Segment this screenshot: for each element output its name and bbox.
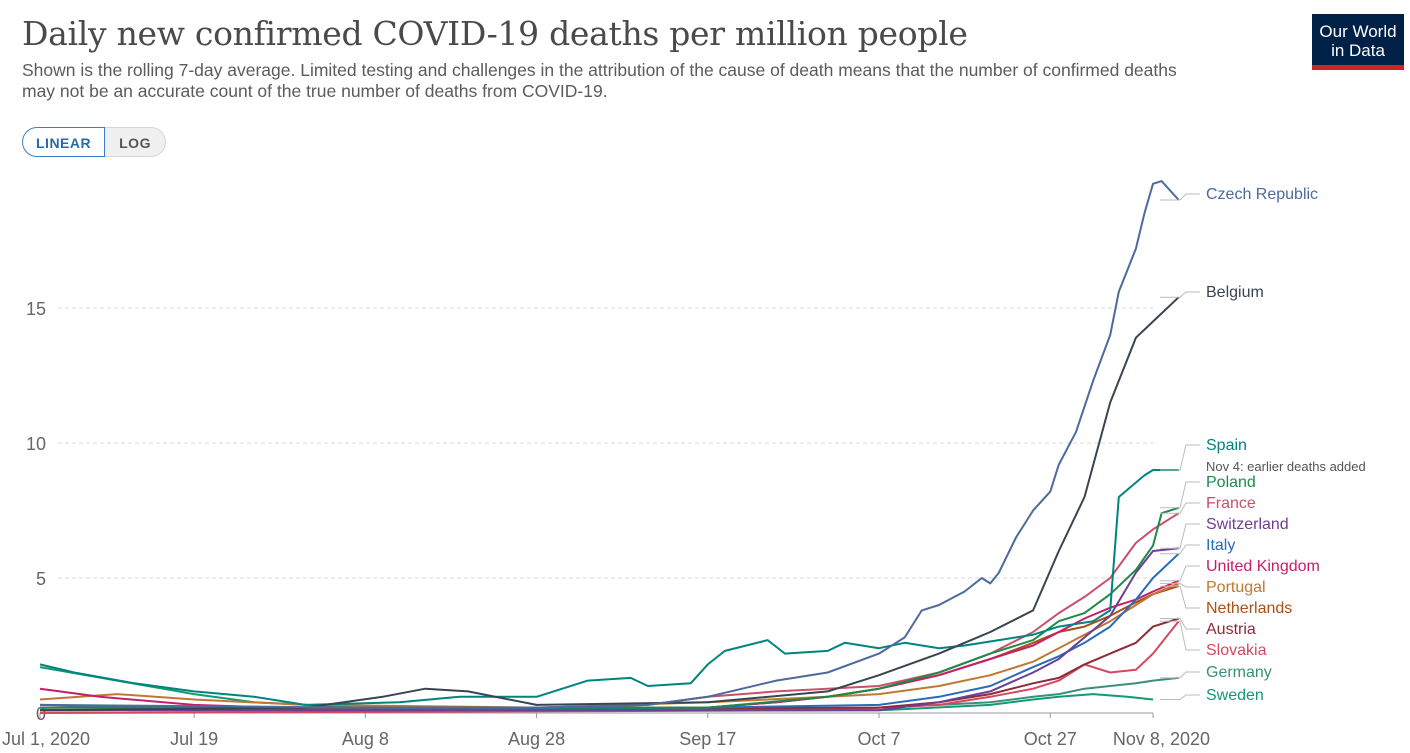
log-scale-button[interactable]: LOG <box>105 127 166 157</box>
label-leader <box>1160 565 1200 582</box>
chart-title: Daily new confirmed COVID-19 deaths per … <box>22 14 968 53</box>
label-leader <box>1160 523 1200 549</box>
series-label[interactable]: Netherlands <box>1206 600 1292 617</box>
logo-red-bar <box>1312 65 1404 70</box>
gridlines <box>58 307 1153 579</box>
logo-line-1: Our World <box>1319 22 1397 41</box>
label-leader <box>1160 694 1200 700</box>
label-leader <box>1160 585 1200 609</box>
label-leader <box>1160 544 1200 555</box>
x-tick-label: Aug 8 <box>342 729 389 749</box>
chart-subtitle: Shown is the rolling 7-day average. Limi… <box>22 60 1177 101</box>
x-tick-label: Oct 7 <box>858 729 901 749</box>
label-leader <box>1160 671 1200 679</box>
series-label[interactable]: Sweden <box>1206 687 1264 704</box>
y-tick-label: 0 <box>36 704 46 724</box>
series-label[interactable]: Austria <box>1206 621 1256 638</box>
label-leader <box>1160 582 1200 588</box>
annotation-note: Nov 4: earlier deaths added <box>1206 459 1366 474</box>
series-labels: Czech Republic Belgium Spain Poland France Sw… <box>1160 186 1366 704</box>
y-tick-label: 5 <box>36 569 46 589</box>
label-leader <box>1160 502 1200 514</box>
label-leader <box>1160 481 1200 509</box>
label-leader <box>1160 444 1200 471</box>
logo-line-2: in Data <box>1331 41 1385 60</box>
series-line-italy[interactable] <box>39 552 1180 712</box>
series-label[interactable]: Italy <box>1206 537 1235 554</box>
x-tick-label: Jul 1, 2020 <box>2 729 90 749</box>
series-label[interactable]: Poland <box>1206 474 1256 491</box>
label-leader <box>1160 291 1200 298</box>
x-tick-label: Oct 27 <box>1024 729 1077 749</box>
y-tick-label: 15 <box>26 299 46 319</box>
label-leader <box>1160 618 1200 630</box>
series-line-switzerland[interactable] <box>40 547 1179 712</box>
series-label[interactable]: Switzerland <box>1206 516 1289 533</box>
x-tick-label: Aug 28 <box>508 729 565 749</box>
x-tick-label: Nov 8, 2020 <box>1113 729 1210 749</box>
linear-scale-button[interactable]: LINEAR <box>22 127 106 157</box>
series-label[interactable]: Portugal <box>1206 579 1266 596</box>
series-label[interactable]: France <box>1206 495 1256 512</box>
series-lines <box>39 180 1180 714</box>
y-axis-ticks: 0 5 10 15 <box>26 299 46 724</box>
series-label[interactable]: Czech Republic <box>1206 186 1318 203</box>
series-label[interactable]: United Kingdom <box>1206 558 1320 575</box>
x-tick-label: Jul 19 <box>170 729 218 749</box>
series-label[interactable]: Germany <box>1206 664 1272 681</box>
y-tick-label: 10 <box>26 434 46 454</box>
scale-toggle: LINEAR LOG <box>22 127 166 157</box>
label-leader <box>1160 620 1200 651</box>
series-line-portugal[interactable] <box>39 582 1180 709</box>
series-line-belgium[interactable] <box>39 296 1180 712</box>
x-tick-label: Sep 17 <box>679 729 736 749</box>
series-label[interactable]: Slovakia <box>1206 642 1267 659</box>
owid-logo[interactable]: Our World in Data <box>1312 14 1404 70</box>
x-axis: Jul 1, 2020 Jul 19 Aug 8 Aug 28 Sep 17 Oct 7 O… <box>2 712 1210 749</box>
series-line-czech-republic[interactable] <box>39 180 1180 709</box>
series-label[interactable]: Spain <box>1206 437 1247 454</box>
series-label[interactable]: Belgium <box>1206 284 1264 301</box>
label-leader <box>1160 193 1200 201</box>
